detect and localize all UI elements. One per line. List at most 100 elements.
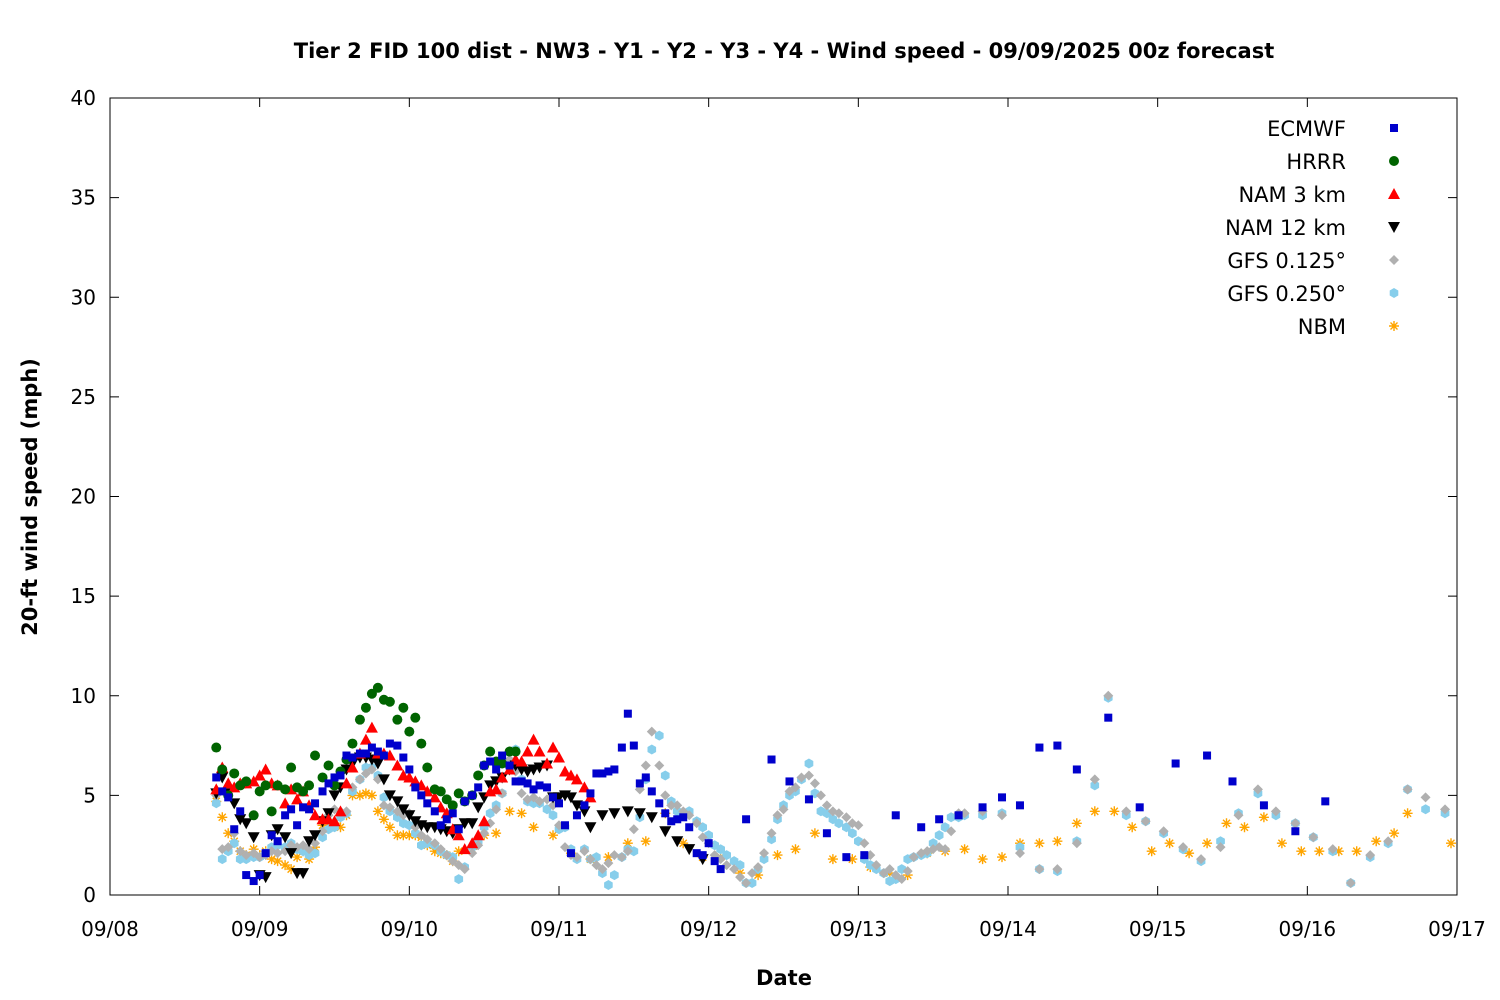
- data-point: [1103, 690, 1114, 701]
- data-point: [318, 832, 327, 843]
- data-point: [641, 773, 650, 782]
- legend-label: GFS 0.250°: [1227, 282, 1346, 306]
- data-point: [1014, 848, 1025, 859]
- data-point: [234, 814, 247, 826]
- data-point: [355, 749, 364, 758]
- data-point: [935, 815, 944, 824]
- data-point: [272, 848, 283, 859]
- data-point: [661, 809, 670, 818]
- data-point: [1135, 803, 1144, 812]
- data-point: [1259, 801, 1268, 810]
- data-point: [592, 769, 601, 778]
- data-point: [1351, 846, 1362, 857]
- data-point: [1146, 846, 1157, 857]
- data-point: [468, 791, 477, 800]
- data-point: [285, 848, 298, 860]
- data-point: [628, 824, 639, 835]
- data-point: [1089, 806, 1100, 817]
- data-point: [347, 738, 358, 749]
- y-tick-label: 10: [71, 684, 96, 708]
- data-point: [480, 761, 489, 770]
- data-point: [428, 791, 441, 803]
- data-point: [1383, 836, 1394, 847]
- data-point: [1402, 808, 1413, 819]
- data-point: [683, 844, 696, 856]
- data-point: [324, 779, 333, 788]
- data-point: [403, 810, 416, 822]
- data-point: [978, 803, 987, 812]
- data-point: [422, 834, 433, 845]
- y-tick-label: 40: [71, 86, 96, 110]
- data-point: [1327, 844, 1338, 855]
- data-point: [673, 815, 682, 824]
- data-point: [959, 844, 970, 855]
- data-point: [716, 865, 725, 874]
- data-point: [586, 789, 595, 798]
- data-point: [417, 791, 426, 800]
- data-point: [240, 818, 253, 830]
- data-point: [847, 854, 858, 865]
- data-point: [1015, 842, 1025, 853]
- data-point: [305, 805, 314, 814]
- data-point: [848, 828, 857, 839]
- data-point: [741, 878, 752, 889]
- data-point: [1402, 784, 1413, 795]
- data-point: [473, 770, 484, 781]
- data-point: [299, 803, 308, 812]
- data-point: [1333, 846, 1344, 857]
- y-tick-label: 5: [83, 783, 96, 807]
- data-point: [372, 806, 383, 817]
- data-point: [391, 796, 404, 808]
- data-point: [604, 880, 613, 890]
- data-point: [317, 826, 328, 837]
- data-point: [340, 777, 353, 789]
- data-point: [429, 838, 440, 849]
- data-point: [367, 743, 376, 752]
- data-point: [404, 726, 415, 737]
- data-point: [860, 851, 869, 860]
- data-point: [598, 769, 607, 778]
- data-point: [485, 746, 496, 757]
- data-point: [360, 702, 371, 713]
- data-point: [534, 796, 545, 807]
- data-point: [842, 853, 851, 862]
- data-point: [498, 751, 507, 760]
- data-point: [1215, 842, 1226, 853]
- data-point: [767, 834, 776, 845]
- data-point: [217, 764, 228, 775]
- data-point: [397, 804, 410, 816]
- y-axis: 0 5 10 15 20 25 30 35 40: [71, 86, 1457, 907]
- x-tick-label: 09/11: [530, 917, 588, 941]
- data-point: [310, 750, 321, 761]
- data-point: [954, 811, 963, 820]
- data-point: [946, 826, 957, 837]
- data-point: [667, 817, 676, 826]
- data-point: [280, 860, 291, 871]
- data-point: [521, 745, 534, 757]
- data-point: [491, 828, 502, 839]
- data-point: [977, 854, 988, 865]
- data-point: [318, 787, 327, 796]
- data-point: [833, 808, 844, 819]
- data-point: [1345, 878, 1356, 889]
- data-point: [908, 852, 919, 863]
- data-point: [647, 744, 657, 755]
- data-point: [704, 839, 713, 848]
- data-point: [759, 854, 769, 865]
- data-point: [261, 849, 270, 858]
- data-point: [354, 714, 365, 725]
- data-point: [580, 801, 589, 810]
- data-point: [629, 846, 639, 857]
- data-point: [1371, 836, 1382, 847]
- data-point: [753, 870, 764, 881]
- data-point: [405, 765, 414, 774]
- data-point: [330, 773, 339, 782]
- data-point: [1034, 864, 1045, 875]
- data-point: [393, 741, 402, 750]
- data-point: [361, 749, 370, 758]
- data-point: [564, 769, 577, 781]
- data-point: [211, 742, 222, 753]
- data-point: [486, 757, 495, 766]
- data-point: [528, 822, 539, 833]
